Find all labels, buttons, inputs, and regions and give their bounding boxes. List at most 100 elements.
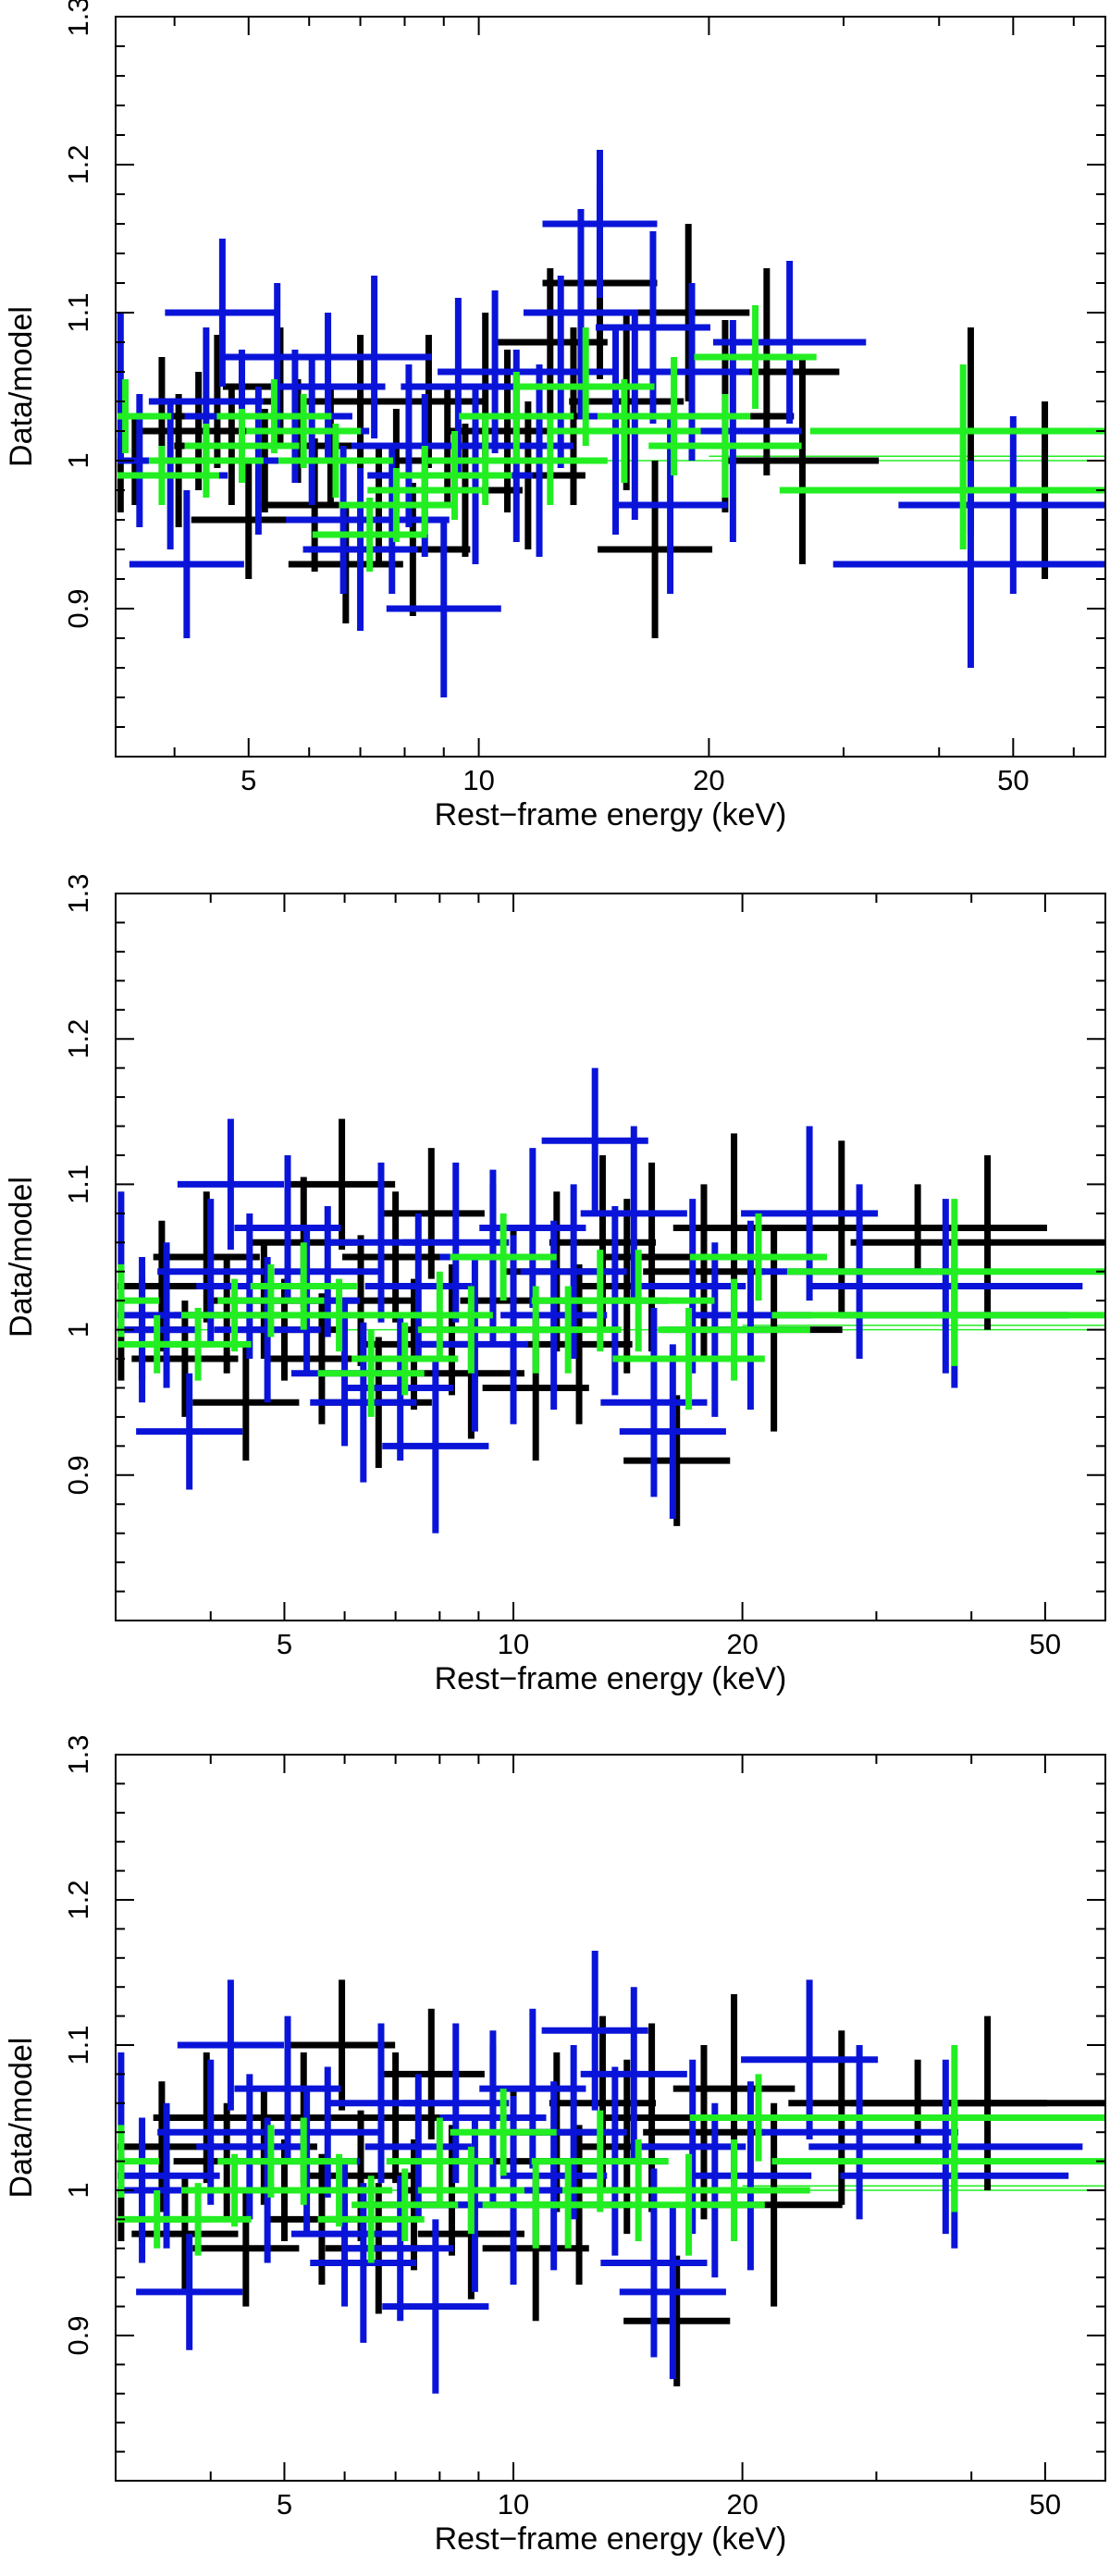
data-point — [302, 468, 418, 631]
data-point — [450, 2089, 557, 2176]
data-point — [386, 520, 501, 697]
data-point — [623, 2255, 731, 2386]
data-point — [648, 394, 802, 498]
data-point — [153, 1191, 260, 1323]
data-point — [417, 2146, 524, 2235]
data-point — [270, 313, 386, 461]
y-tick-label: 1.2 — [62, 144, 94, 184]
y-tick-label: 0.9 — [62, 588, 94, 628]
data-point — [639, 1199, 746, 1374]
data-point — [898, 416, 1104, 594]
plot-area — [116, 1950, 1105, 2394]
data-point — [234, 1154, 341, 1301]
data-point — [514, 2161, 622, 2249]
data-point — [542, 150, 658, 298]
data-point — [312, 498, 427, 572]
y-tick-label: 1.3 — [62, 1734, 94, 1774]
plot-area — [116, 1067, 1105, 1534]
data-point — [459, 372, 574, 461]
data-point — [274, 2066, 381, 2198]
data-point — [760, 2045, 959, 2220]
data-point — [397, 431, 512, 520]
data-point — [165, 239, 280, 387]
data-point — [117, 446, 219, 505]
x-tick-label: 50 — [1030, 1628, 1061, 1660]
data-point — [690, 1213, 828, 1301]
data-point — [382, 1359, 489, 1534]
data-point — [129, 490, 244, 638]
y-tick-label: 1.1 — [62, 2025, 94, 2064]
x-tick-label: 50 — [997, 764, 1029, 796]
series-black — [117, 187, 1104, 638]
x-tick-label: 5 — [277, 2488, 292, 2521]
data-point — [600, 2168, 708, 2358]
data-point — [386, 1271, 493, 1360]
data-point — [192, 1344, 300, 1461]
data-point — [619, 2204, 726, 2380]
data-point — [289, 1979, 396, 2111]
data-point — [382, 2219, 489, 2394]
panel-1: 5 10 20 50 0.9 1 1.1 1.2 1.3 Rest−frame energy (k… — [4, 0, 1106, 832]
y-axis-label: Data/model — [4, 1177, 39, 1337]
data-point — [531, 2110, 669, 2212]
data-point — [479, 1148, 586, 1309]
y-axis-label: Data/model — [4, 2038, 39, 2199]
data-point — [479, 2008, 586, 2169]
y-tick-label: 1 — [62, 452, 94, 468]
data-point — [689, 2081, 812, 2271]
x-tick-label: 10 — [498, 1628, 529, 1660]
series-green — [117, 305, 1104, 572]
data-point — [516, 327, 655, 446]
data-point — [177, 1979, 284, 2111]
data-point — [316, 276, 432, 438]
data-point — [216, 379, 332, 453]
x-tick-label: 5 — [277, 1628, 292, 1660]
x-tick-label: 10 — [462, 764, 494, 796]
data-point — [808, 2059, 1083, 2235]
data-point — [157, 2059, 265, 2205]
data-point — [289, 1118, 396, 1251]
data-point — [580, 1987, 687, 2162]
data-point — [131, 2175, 239, 2292]
data-point — [623, 1395, 731, 1526]
data-point — [246, 394, 362, 468]
data-point — [741, 1979, 879, 2140]
y-tick-label: 0.9 — [62, 1455, 94, 1495]
y-tick-label: 1.1 — [62, 292, 94, 332]
plot-area — [116, 150, 1105, 697]
y-tick-label: 1.3 — [62, 873, 94, 913]
y-tick-label: 1.2 — [62, 1880, 94, 1919]
axes-frame — [115, 16, 1106, 758]
data-point — [779, 431, 1104, 549]
data-point — [541, 1067, 648, 1214]
data-point — [771, 2110, 1104, 2212]
data-point — [450, 1213, 557, 1301]
x-axis-label: Rest−frame energy (keV) — [435, 797, 787, 832]
y-tick-label: 1 — [62, 2182, 94, 2198]
data-point — [658, 1278, 810, 1381]
data-point — [117, 379, 172, 453]
data-point — [500, 1220, 608, 1411]
data-point — [184, 409, 300, 483]
x-tick-label: 5 — [240, 764, 256, 796]
data-point — [157, 1199, 265, 1345]
data-point — [808, 1199, 1083, 1374]
data-point — [377, 2008, 485, 2140]
data-point — [788, 1184, 1047, 1272]
series-green — [117, 2045, 1104, 2263]
data-point — [136, 2234, 243, 2350]
data-point — [450, 350, 565, 512]
data-point — [117, 2102, 220, 2249]
panel-3: 5 10 20 50 0.9 1 1.1 1.2 1.3 Rest−frame energy (k… — [4, 1734, 1106, 2557]
x-tick-label: 50 — [1030, 2488, 1061, 2521]
x-axis-label: Rest−frame energy (keV) — [435, 2521, 787, 2557]
data-point — [598, 461, 713, 638]
x-tick-label: 20 — [726, 1628, 758, 1660]
y-tick-label: 1.1 — [62, 1165, 94, 1204]
x-tick-label: 10 — [498, 2488, 529, 2521]
x-tick-label: 20 — [726, 2488, 758, 2521]
data-point — [612, 2153, 765, 2256]
data-point — [580, 1126, 687, 1301]
data-point — [278, 424, 393, 498]
